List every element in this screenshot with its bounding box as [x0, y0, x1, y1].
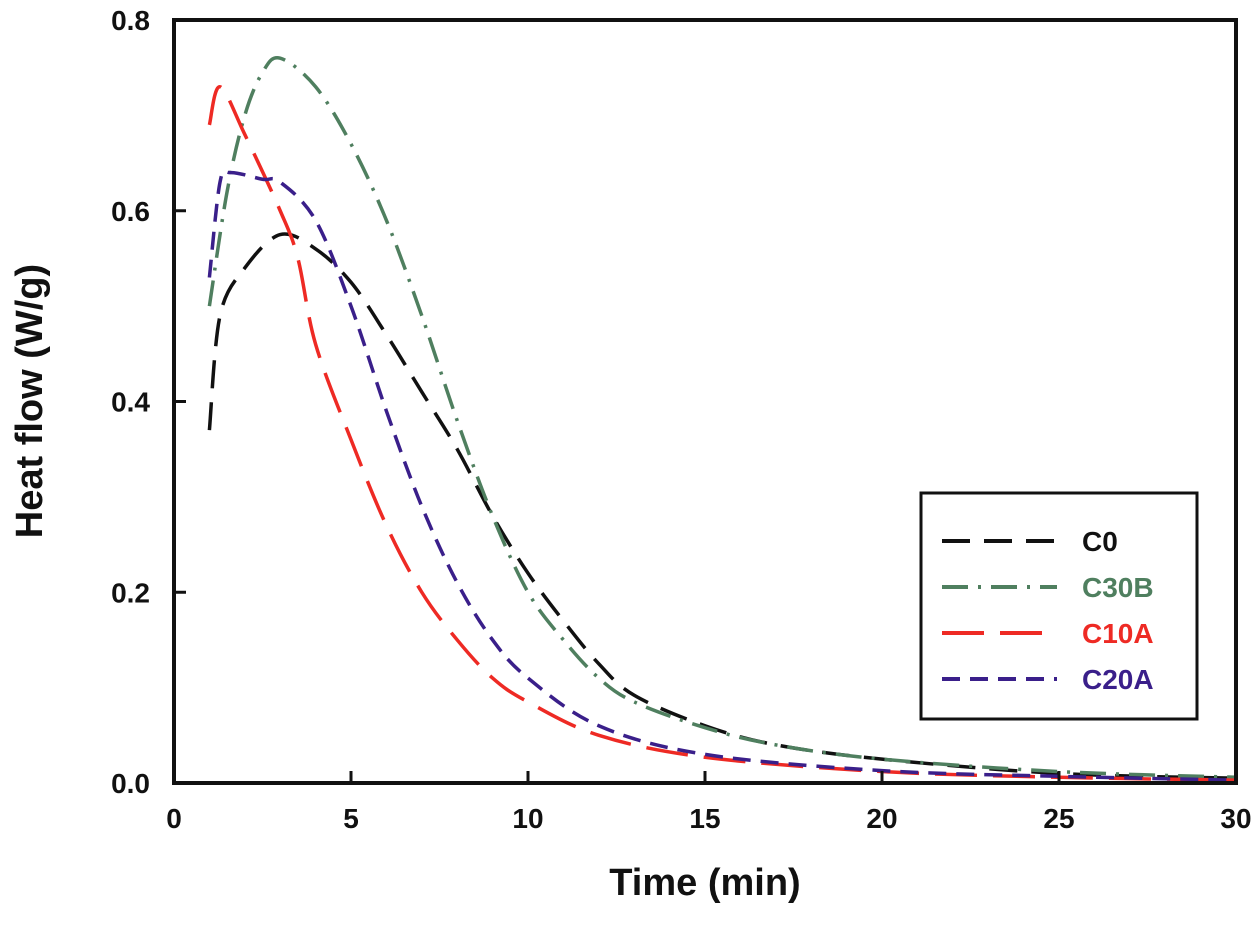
series-line-c30b — [207, 55, 1237, 780]
ticks: 0 5 10 15 20 25 30 0.0 0.2 0.4 0.6 0.8 — [111, 5, 1252, 834]
y-tick-label: 0.8 — [111, 5, 150, 36]
series-line-c20a — [207, 169, 1237, 782]
legend: C0 C30B C10A C20A — [919, 491, 1199, 721]
y-tick-label: 0.0 — [111, 768, 150, 799]
legend-label-c10a: C10A — [1082, 618, 1154, 649]
y-axis-title: Heat flow (W/g) — [9, 264, 51, 538]
x-tick-label: 0 — [166, 803, 182, 834]
legend-label-c30b: C30B — [1082, 572, 1154, 603]
legend-label-c20a: C20A — [1082, 664, 1154, 695]
legend-label-c0: C0 — [1082, 526, 1118, 557]
x-tick-label: 30 — [1220, 803, 1251, 834]
x-tick-label: 5 — [343, 803, 359, 834]
legend-box — [919, 491, 1199, 721]
x-tick-label: 15 — [689, 803, 720, 834]
x-tick-label: 25 — [1043, 803, 1074, 834]
y-tick-label: 0.4 — [111, 387, 150, 418]
x-tick-label: 10 — [512, 803, 543, 834]
x-tick-label: 20 — [866, 803, 897, 834]
x-axis-title: Time (min) — [609, 862, 800, 904]
y-tick-label: 0.6 — [111, 196, 150, 227]
series-line-c0 — [207, 232, 1237, 780]
y-tick-label: 0.2 — [111, 577, 150, 608]
